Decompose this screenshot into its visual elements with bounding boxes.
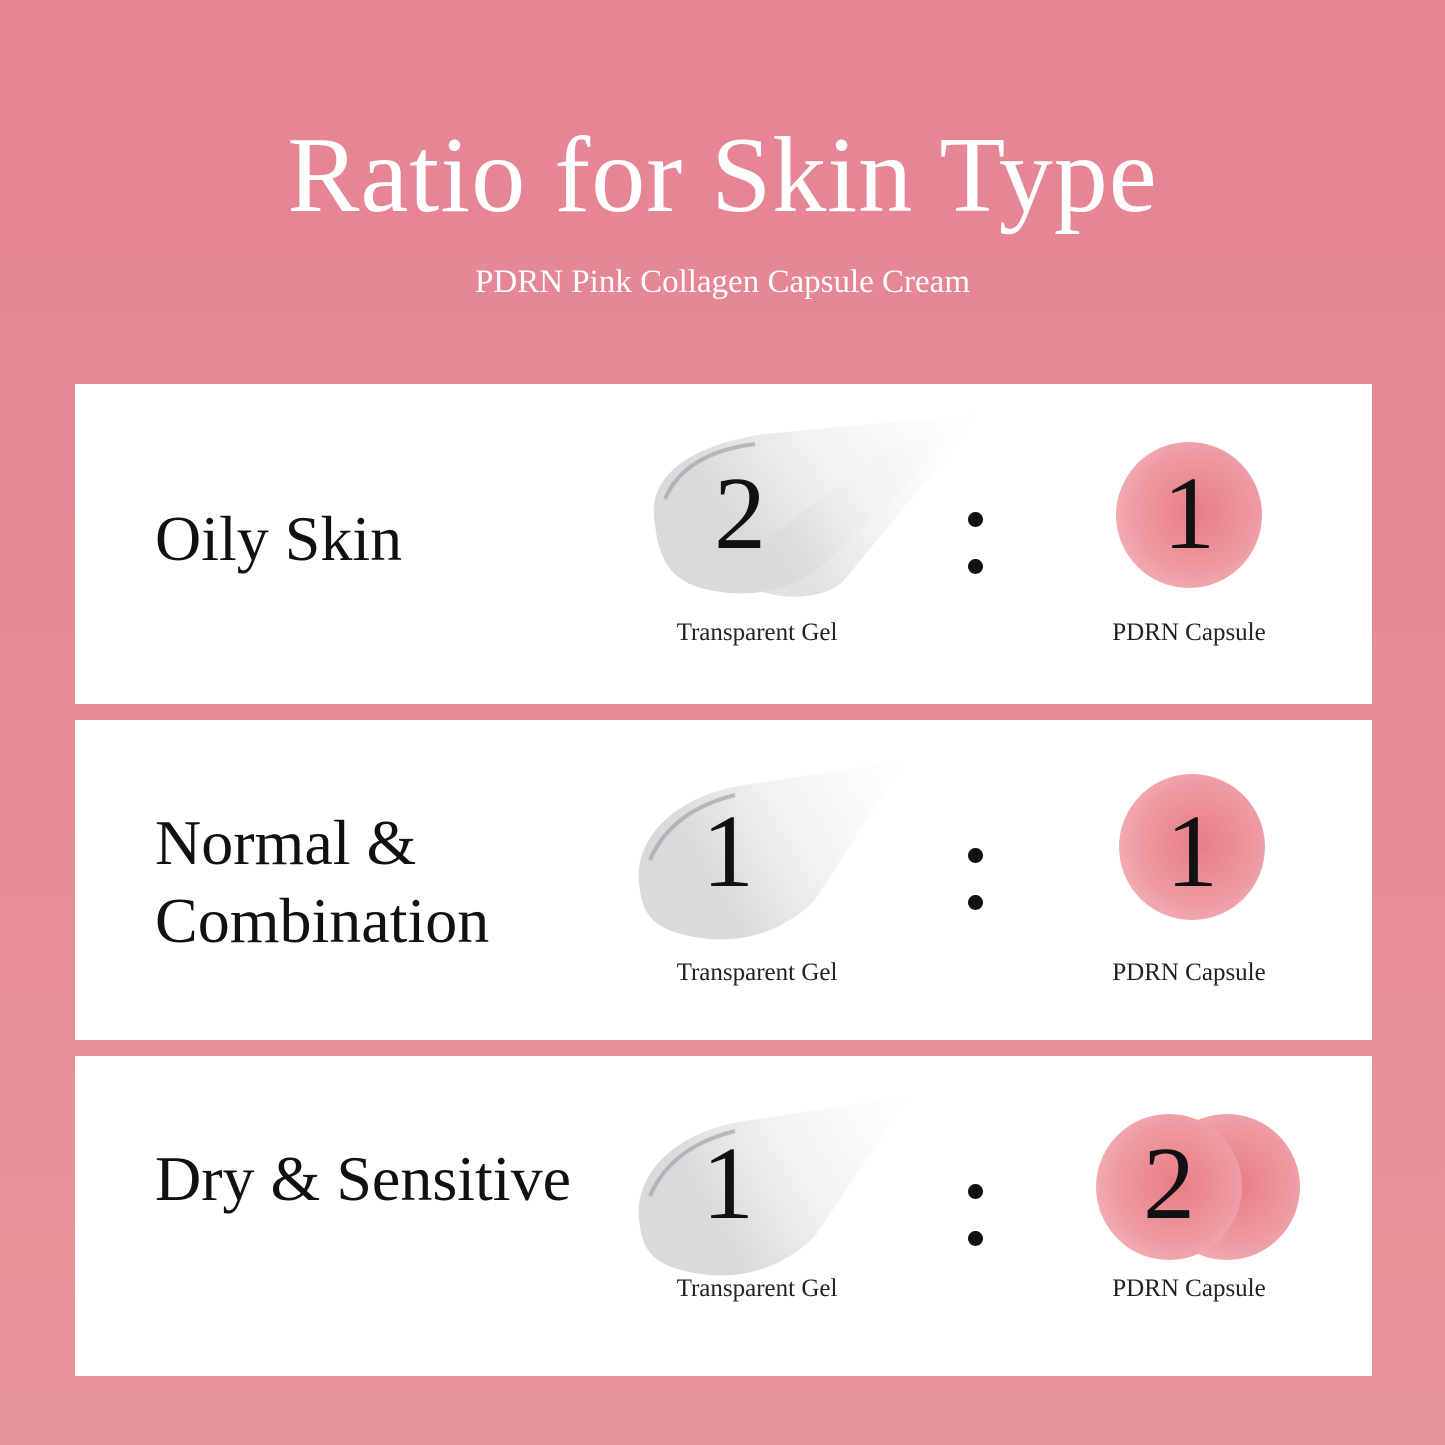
capsule-ratio: 1: [1163, 456, 1215, 571]
capsule-caption: PDRN Capsule: [1112, 619, 1266, 646]
transparent-gel-swatch: [653, 414, 975, 597]
colon-separator: [968, 848, 988, 942]
pdrn-capsule-icon-front: [1096, 1114, 1242, 1260]
gel-ratio: 2: [714, 456, 766, 571]
capsule-ratio: 1: [1166, 794, 1218, 909]
gel-caption: Transparent Gel: [676, 619, 838, 646]
page-subtitle: PDRN Pink Collagen Capsule Cream: [475, 264, 970, 300]
gel-caption: Transparent Gel: [676, 959, 838, 986]
gel-caption: Transparent Gel: [676, 1275, 838, 1302]
ratio-card-dry: Dry & Sensitive 1 2 Transparent Gel PDRN…: [75, 1056, 1372, 1376]
ratio-card-oily: Oily Skin 2 1 Transparent Gel PDRN Capsu…: [75, 384, 1372, 704]
transparent-gel-swatch: [638, 760, 905, 940]
transparent-gel-swatch: [638, 1096, 910, 1276]
skin-type-label: Oily Skin: [155, 503, 403, 574]
colon-separator: [968, 512, 988, 606]
capsule-ratio: 2: [1143, 1126, 1195, 1241]
pdrn-capsule-icon: [1116, 442, 1262, 588]
capsule-caption: PDRN Capsule: [1112, 959, 1266, 986]
capsule-caption: PDRN Capsule: [1112, 1275, 1266, 1302]
skin-type-label: Dry & Sensitive: [155, 1143, 571, 1214]
gel-ratio: 1: [702, 794, 754, 909]
page-title: Ratio for Skin Type: [287, 116, 1158, 235]
colon-separator: [968, 1184, 988, 1278]
pdrn-capsule-icon: [1119, 774, 1265, 920]
gel-ratio: 1: [702, 1126, 754, 1241]
skin-type-label: Normal & Combination: [155, 807, 490, 956]
ratio-card-normal: Normal & Combination 1 1 Transparent Gel…: [75, 720, 1372, 1040]
